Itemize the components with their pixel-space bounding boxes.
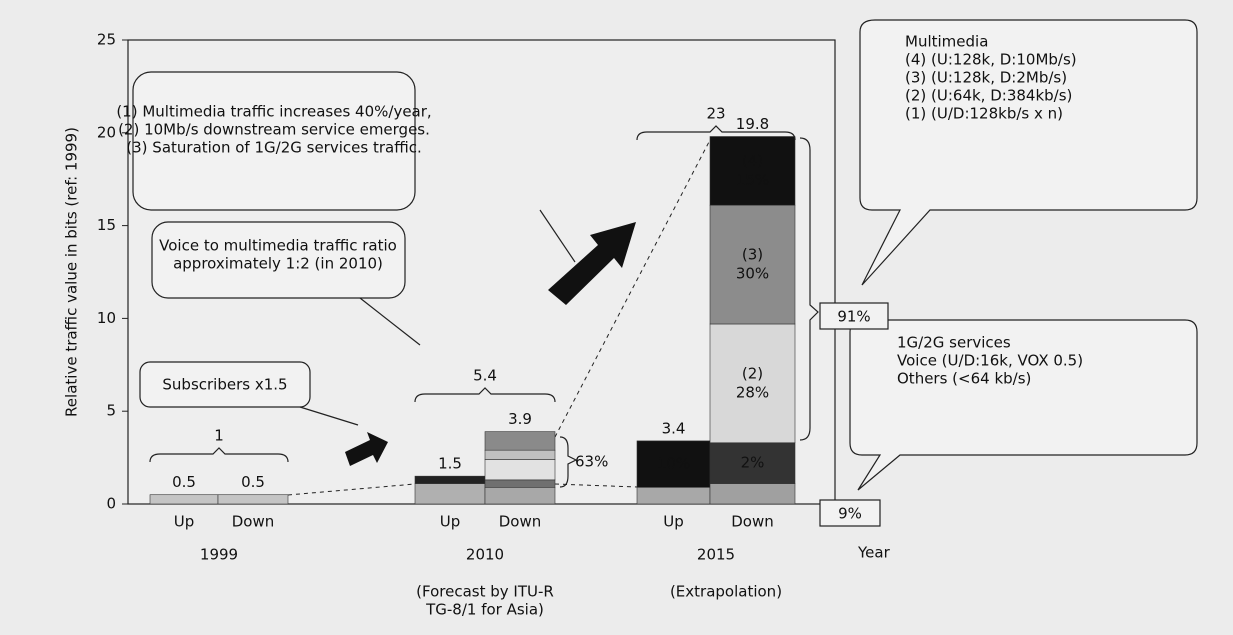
segment-label: 10% xyxy=(657,455,690,473)
y-tick-label: 20 xyxy=(97,123,116,141)
group-note: TG-8/1 for Asia) xyxy=(425,601,544,619)
bar-segment xyxy=(484,459,556,481)
group-label: 1999 xyxy=(200,546,238,564)
arrow xyxy=(548,222,636,305)
callout-text: (4) (U:128k, D:10Mb/s) xyxy=(905,51,1077,69)
x-axis-label: Year xyxy=(857,544,891,562)
bar-segment xyxy=(709,136,796,206)
callout-text: (3) Saturation of 1G/2G services traffic… xyxy=(126,139,421,157)
bar-segment xyxy=(414,483,486,505)
segment-label: (3) xyxy=(742,246,763,264)
callout-box xyxy=(151,221,406,299)
share-label: 63% xyxy=(575,453,608,471)
segment-label: 15% xyxy=(736,171,769,189)
bar-segment xyxy=(484,449,556,460)
share-box xyxy=(819,499,881,527)
callout-text: (1) Multimedia traffic increases 40%/yea… xyxy=(116,103,431,121)
total-label: 0.5 xyxy=(241,473,265,491)
callout-text: (2) 10Mb/s downstream service emerges. xyxy=(118,121,430,139)
x-tick-label: Up xyxy=(174,513,195,531)
callout-text: Subscribers x1.5 xyxy=(162,376,287,394)
total-label: 1.5 xyxy=(438,455,462,473)
bar-segment xyxy=(484,486,556,505)
total-label: 3.4 xyxy=(662,419,686,437)
callout-text: Multimedia xyxy=(905,33,988,51)
group-note: (Extrapolation) xyxy=(670,583,782,601)
callout-box xyxy=(859,19,1198,286)
bar-segment xyxy=(636,486,711,505)
segment-label: (4) xyxy=(742,152,763,170)
y-tick-label: 10 xyxy=(97,309,116,327)
bar-segment xyxy=(484,479,556,488)
x-tick-label: Down xyxy=(232,513,275,531)
callout-text: (2) (U:64k, D:384kb/s) xyxy=(905,87,1072,105)
segment-label: 30% xyxy=(736,265,769,283)
bar-segment xyxy=(636,440,711,488)
sum-label: 1 xyxy=(214,427,224,445)
callout-text: Others (<64 kb/s) xyxy=(897,370,1031,388)
segment-label: 2% xyxy=(741,454,765,472)
share-label: 9% xyxy=(838,505,862,523)
callout-text: (1) (U/D:128kb/s x n) xyxy=(905,105,1063,123)
brace xyxy=(414,387,556,403)
y-tick-label: 0 xyxy=(106,495,116,513)
x-tick-label: Up xyxy=(440,513,461,531)
group-label: 2010 xyxy=(466,546,504,564)
total-label: 19.8 xyxy=(736,115,769,133)
callout-box xyxy=(132,71,416,211)
callout-text: approximately 1:2 (in 2010) xyxy=(173,255,383,273)
callout-pointer xyxy=(359,297,421,346)
group-label: 2015 xyxy=(697,546,735,564)
x-tick-label: Down xyxy=(499,513,542,531)
bar-segment xyxy=(149,494,219,505)
bracket xyxy=(559,436,578,488)
callout-text: (3) (U:128k, D:2Mb/s) xyxy=(905,69,1067,87)
total-label: 0.5 xyxy=(172,473,196,491)
segment-label: (2) xyxy=(742,364,763,382)
callout-box xyxy=(139,361,311,408)
y-tick-label: 15 xyxy=(97,216,116,234)
bracket xyxy=(799,137,819,441)
y-tick-label: 5 xyxy=(106,402,116,420)
segment-label: 28% xyxy=(736,383,769,401)
sum-label: 5.4 xyxy=(473,367,497,385)
callout-text: Voice (U/D:16k, VOX 0.5) xyxy=(897,352,1083,370)
bar-segment xyxy=(414,475,486,484)
trend-line xyxy=(287,139,711,496)
bar-segment xyxy=(709,323,796,444)
arrow xyxy=(345,432,388,466)
x-tick-label: Down xyxy=(731,513,774,531)
bar-segment xyxy=(709,442,796,484)
callout-pointer xyxy=(539,209,576,263)
callout-text: 1G/2G services xyxy=(897,334,1011,352)
x-tick-label: Up xyxy=(663,513,684,531)
callout-pointer xyxy=(299,406,359,426)
brace xyxy=(636,125,796,141)
share-label: 91% xyxy=(837,308,870,326)
bar-segment xyxy=(217,494,289,505)
share-box xyxy=(819,302,889,330)
y-axis-label: Relative traffic value in bits (ref: 199… xyxy=(63,127,81,417)
bar-segment xyxy=(709,204,796,325)
brace xyxy=(149,447,289,463)
bar-segment xyxy=(709,483,796,505)
callout-text: Voice to multimedia traffic ratio xyxy=(159,237,397,255)
y-tick-label: 25 xyxy=(97,31,116,49)
sum-label: 23 xyxy=(706,105,725,123)
total-label: 3.9 xyxy=(508,410,532,428)
group-note: (Forecast by ITU-R xyxy=(416,583,554,601)
bar-segment xyxy=(484,431,556,451)
